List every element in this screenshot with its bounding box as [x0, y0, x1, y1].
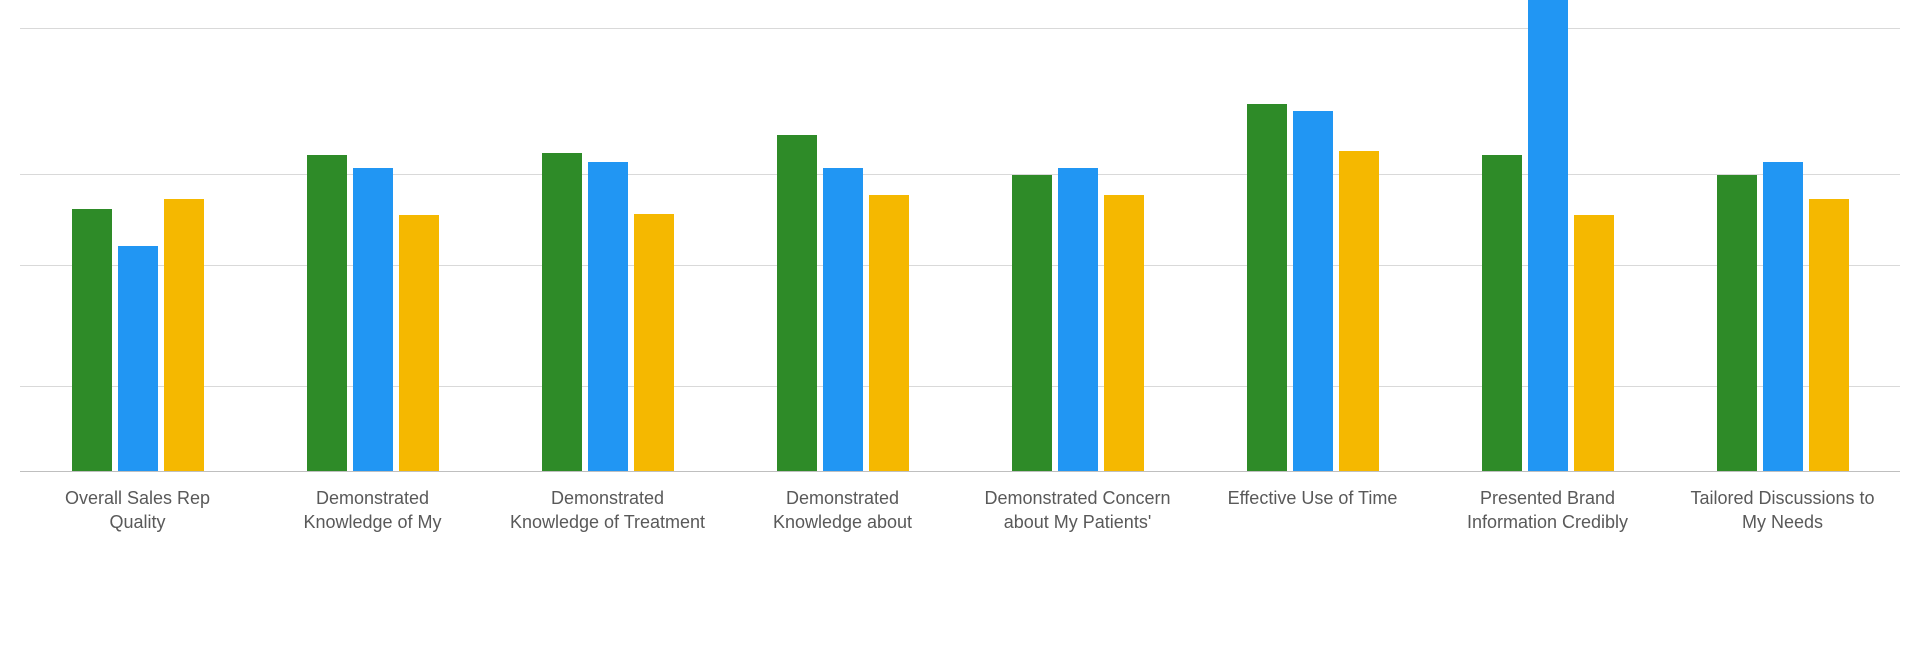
bar-group [490, 0, 725, 471]
bar [1763, 162, 1803, 472]
x-axis-label: Tailored Discussions toMy Needs [1665, 480, 1900, 535]
x-axis-label: DemonstratedKnowledge of My [255, 480, 490, 535]
x-axis-label-line: Demonstrated [733, 486, 952, 510]
x-axis-label-line: Demonstrated [498, 486, 717, 510]
bar [869, 195, 909, 471]
bar-group [725, 0, 960, 471]
x-axis-label-line: about My Patients' [968, 510, 1187, 534]
bar [1717, 175, 1757, 471]
bar [72, 209, 112, 471]
x-axis-label-line: Knowledge of My [263, 510, 482, 534]
bar [823, 168, 863, 471]
bar-group [960, 0, 1195, 471]
x-axis-label: DemonstratedKnowledge of Treatment [490, 480, 725, 535]
grouped-bar-chart: Overall Sales RepQualityDemonstratedKnow… [0, 0, 1920, 661]
bar [1528, 0, 1568, 471]
x-axis-label-line: Effective Use of Time [1203, 486, 1422, 510]
x-axis-label-line: Knowledge about [733, 510, 952, 534]
bar [588, 162, 628, 472]
bar-groups [20, 0, 1900, 471]
bar [1293, 111, 1333, 471]
bar [1482, 155, 1522, 471]
bar [634, 214, 674, 471]
x-axis-label-line: My Needs [1673, 510, 1892, 534]
x-axis-labels: Overall Sales RepQualityDemonstratedKnow… [20, 480, 1900, 535]
bar [1058, 168, 1098, 471]
x-axis-label-line: Quality [28, 510, 247, 534]
bar-group [1430, 0, 1665, 471]
x-axis-label-line: Overall Sales Rep [28, 486, 247, 510]
x-axis-label: DemonstratedKnowledge about [725, 480, 960, 535]
x-axis-label-line: Tailored Discussions to [1673, 486, 1892, 510]
bar [1247, 104, 1287, 471]
bar-group [255, 0, 490, 471]
x-axis-label: Effective Use of Time [1195, 480, 1430, 535]
bar [353, 168, 393, 471]
bar-group [20, 0, 255, 471]
bar-group [1665, 0, 1900, 471]
bar [1574, 215, 1614, 471]
bar [542, 153, 582, 471]
bar-group [1195, 0, 1430, 471]
bar [399, 215, 439, 471]
x-axis-label: Demonstrated Concernabout My Patients' [960, 480, 1195, 535]
plot-area [20, 0, 1900, 472]
bar [777, 135, 817, 471]
bar [164, 199, 204, 472]
bar [307, 155, 347, 471]
bar [1809, 199, 1849, 472]
x-axis-label-line: Demonstrated Concern [968, 486, 1187, 510]
x-axis-label-line: Presented Brand [1438, 486, 1657, 510]
bar [1012, 175, 1052, 471]
x-axis-label-line: Demonstrated [263, 486, 482, 510]
x-axis-label-line: Information Credibly [1438, 510, 1657, 534]
x-axis-label: Overall Sales RepQuality [20, 480, 255, 535]
x-axis-label: Presented BrandInformation Credibly [1430, 480, 1665, 535]
x-axis-label-line: Knowledge of Treatment [498, 510, 717, 534]
bar [118, 246, 158, 471]
bar [1104, 195, 1144, 471]
bar [1339, 151, 1379, 471]
